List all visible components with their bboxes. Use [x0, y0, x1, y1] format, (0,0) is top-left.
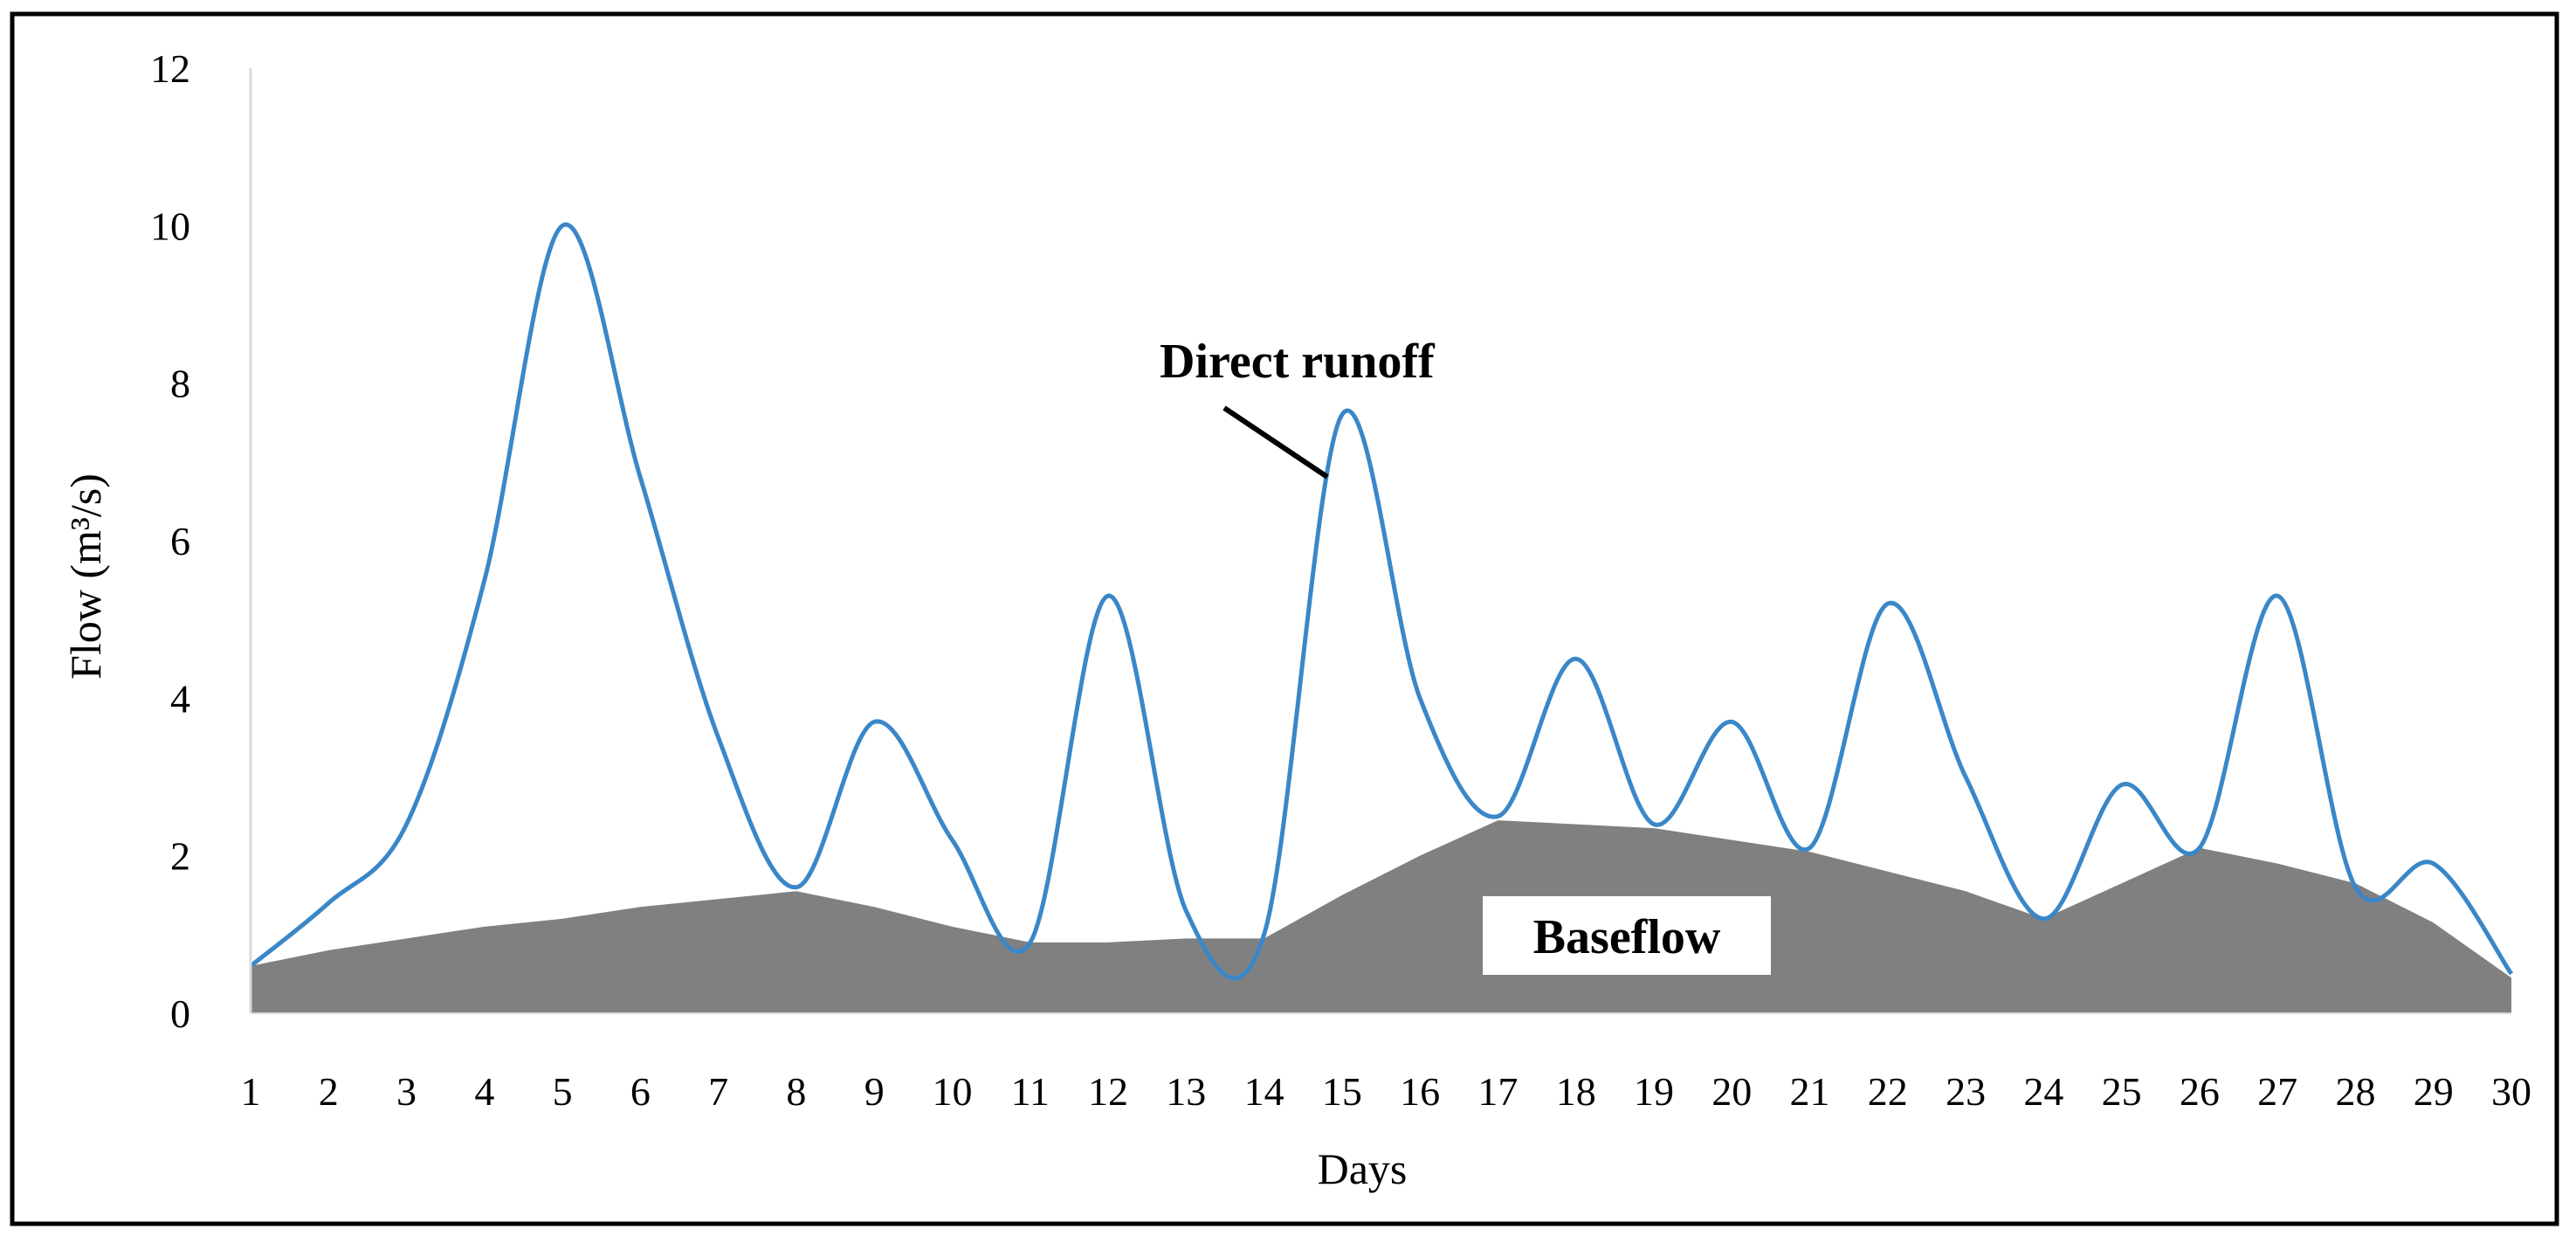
x-tick-label: 6 [630, 1069, 651, 1114]
x-axis-title: Days [1318, 1144, 1408, 1193]
direct-runoff-point-day-5 [561, 224, 563, 226]
x-tick-label: 28 [2335, 1069, 2375, 1114]
y-tick-label: 4 [170, 676, 190, 721]
x-tick-label: 22 [1868, 1069, 1908, 1114]
x-tick-label: 7 [708, 1069, 728, 1114]
y-tick-label: 2 [170, 834, 190, 879]
direct-runoff-point-day-21 [1809, 847, 1811, 849]
direct-runoff-point-day-25 [2121, 784, 2123, 786]
direct-runoff-point-day-20 [1731, 721, 1732, 722]
direct-runoff-point-day-3 [406, 824, 408, 825]
direct-runoff-point-day-2 [327, 902, 329, 904]
direct-runoff-point-day-4 [484, 579, 486, 581]
chart-frame [10, 11, 2559, 1226]
x-tick-label: 9 [864, 1069, 885, 1114]
x-tick-label: 16 [1400, 1069, 1440, 1114]
direct-runoff-point-day-16 [1419, 697, 1421, 699]
direct-runoff-leader-line [1223, 405, 1329, 480]
x-tick-label: 30 [2491, 1069, 2531, 1114]
direct-runoff-point-day-30 [2511, 973, 2512, 975]
direct-runoff-point-day-27 [2276, 595, 2278, 597]
direct-runoff-point-day-8 [796, 887, 797, 888]
x-tick-label: 17 [1477, 1069, 1518, 1114]
x-tick-label: 8 [786, 1069, 806, 1114]
y-axis-title: Flow (m³/s) [61, 473, 110, 680]
baseflow-label-box [1483, 896, 1771, 975]
direct-runoff-label: Direct runoff [1160, 335, 1436, 389]
direct-runoff-point-day-28 [2354, 887, 2356, 888]
direct-runoff-point-day-29 [2433, 863, 2435, 865]
direct-runoff-point-day-18 [1575, 658, 1577, 659]
direct-runoff-point-day-22 [1887, 603, 1889, 604]
x-tick-label: 13 [1166, 1069, 1206, 1114]
x-tick-label: 3 [396, 1069, 417, 1114]
direct-runoff-line [249, 222, 2514, 981]
x-tick-label: 24 [2023, 1069, 2063, 1114]
x-tick-label: 4 [474, 1069, 494, 1114]
x-tick-label: 14 [1244, 1069, 1285, 1114]
x-tick-label: 20 [1712, 1069, 1752, 1114]
direct-runoff-point-day-14 [1264, 934, 1265, 936]
y-tick-label: 10 [150, 204, 190, 248]
y-tick-label: 6 [170, 519, 190, 563]
x-tick-label: 11 [1011, 1069, 1050, 1114]
x-tick-label: 26 [2180, 1069, 2220, 1114]
direct-runoff-point-day-9 [873, 721, 875, 722]
x-tick-label: 29 [2414, 1069, 2454, 1114]
direct-runoff-point-day-11 [1030, 942, 1031, 943]
direct-runoff-point-day-10 [951, 839, 953, 841]
direct-runoff-point-day-26 [2199, 847, 2201, 849]
baseflow-label: Baseflow [1533, 910, 1721, 964]
y-tick-label: 0 [170, 991, 190, 1036]
x-tick-label: 25 [2102, 1069, 2142, 1114]
x-tick-label: 18 [1556, 1069, 1596, 1114]
x-tick-label: 12 [1088, 1069, 1128, 1114]
direct-runoff-point-day-13 [1185, 910, 1187, 912]
direct-runoff-point-day-24 [2042, 918, 2044, 920]
x-tick-label: 27 [2257, 1069, 2297, 1114]
direct-runoff-point-day-12 [1107, 595, 1109, 597]
x-tick-label: 23 [1946, 1069, 1986, 1114]
direct-runoff-point-day-7 [718, 736, 720, 738]
x-tick-label: 15 [1322, 1069, 1362, 1114]
direct-runoff-point-day-15 [1341, 414, 1343, 416]
baseflow-area [251, 820, 2511, 1013]
x-tick-label: 10 [932, 1069, 972, 1114]
plot-area [249, 222, 2514, 1013]
x-tick-label: 5 [553, 1069, 573, 1114]
y-tick-label: 12 [150, 46, 190, 91]
x-tick-label: 1 [241, 1069, 261, 1114]
direct-runoff-point-day-23 [1965, 777, 1966, 778]
direct-runoff-point-day-6 [639, 477, 641, 479]
x-tick-label: 21 [1790, 1069, 1830, 1114]
y-tick-label: 8 [170, 362, 190, 406]
direct-runoff-point-day-19 [1653, 824, 1655, 825]
x-tick-label: 19 [1634, 1069, 1674, 1114]
x-tick-label: 2 [319, 1069, 339, 1114]
direct-runoff-point-day-17 [1497, 816, 1498, 818]
